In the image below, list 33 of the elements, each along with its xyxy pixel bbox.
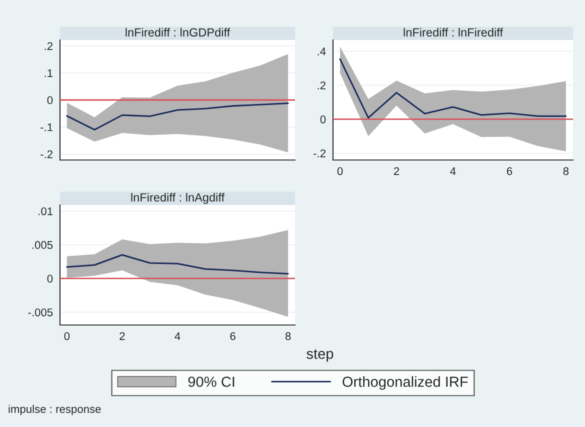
- y-tick-label: .005: [32, 241, 53, 249]
- x-tick-label: 2: [120, 332, 125, 340]
- y-tick-label: .4: [318, 48, 326, 56]
- x-tick-label: 6: [230, 332, 236, 340]
- y-tick-label: .1: [44, 69, 53, 77]
- x-tick-label: 4: [450, 167, 456, 175]
- y-tick-label: -.005: [28, 308, 53, 316]
- line-series: [66, 102, 289, 130]
- y-tick-label: .2: [44, 42, 52, 50]
- x-tick-label: 0: [64, 332, 70, 340]
- line-series: [339, 58, 567, 119]
- y-tick-label: .01: [38, 207, 53, 216]
- chart-title: lnFirediff : lnFirediff: [404, 28, 504, 37]
- y-tick-label: -.1: [40, 123, 53, 132]
- x-tick-label: 2: [394, 167, 400, 175]
- chart-title: lnFirediff : lnAgdiff: [131, 192, 225, 204]
- chart-title: lnFirediff : lnGDPdiff: [126, 28, 230, 37]
- text: impulse : response: [8, 404, 101, 416]
- x-tick-label: 8: [563, 167, 569, 176]
- y-tick-label: -.2: [40, 150, 52, 158]
- x-tick-label: 4: [174, 332, 180, 340]
- y-tick-label: -.2: [314, 149, 326, 158]
- x-tick-label: 6: [506, 167, 512, 176]
- text: 90% CI: [188, 376, 234, 387]
- y-tick-label: .2: [318, 81, 326, 90]
- y-tick-label: 0: [47, 274, 53, 283]
- line-series: [66, 254, 289, 275]
- x-axis-title: step: [306, 349, 334, 362]
- x-tick-label: 8: [285, 332, 291, 340]
- x-tick-label: 0: [337, 167, 343, 176]
- y-tick-label: 0: [47, 96, 53, 104]
- legend-label: Orthogonalized IRF: [342, 376, 468, 390]
- y-tick-label: 0: [320, 115, 326, 124]
